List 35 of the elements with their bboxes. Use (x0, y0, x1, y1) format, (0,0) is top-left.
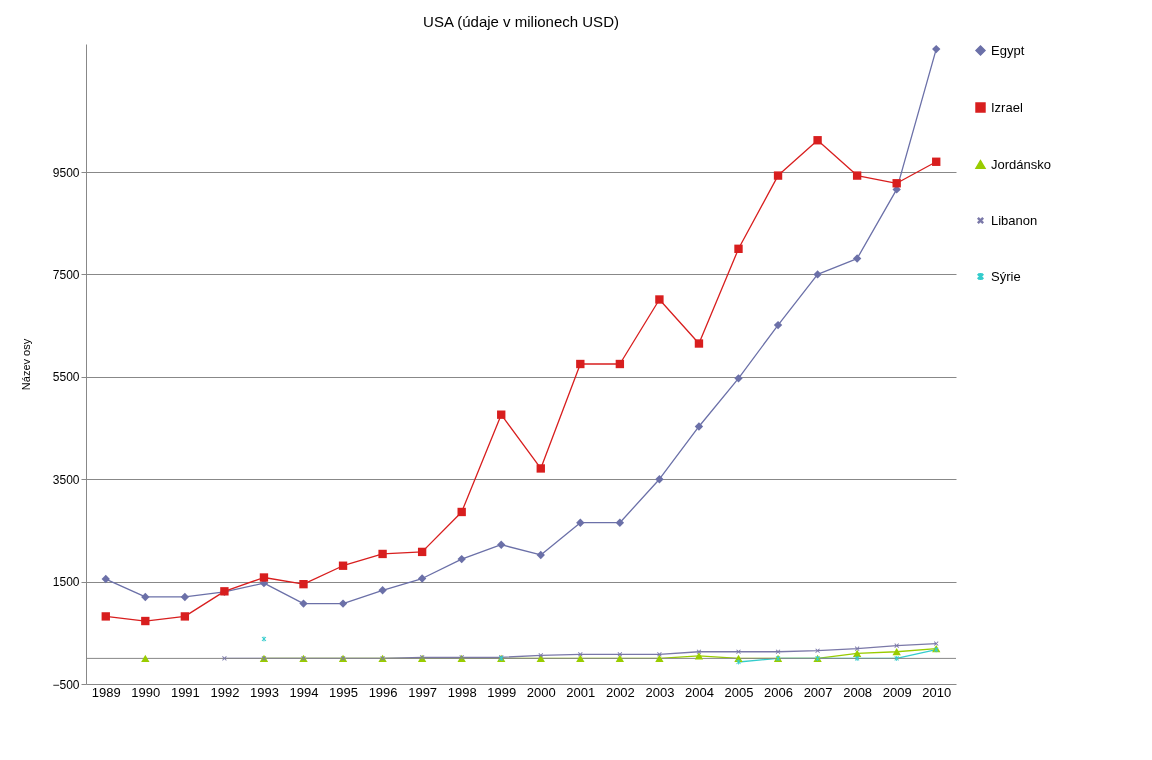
x-tick-label: 1990 (131, 684, 161, 700)
x-tick-label: 1993 (249, 684, 279, 700)
x-tick-label: 1991 (170, 684, 200, 700)
x-tick-label: 2002 (605, 684, 635, 700)
legend-label: Izrael (991, 99, 1023, 115)
y-tick-label: 9500 (52, 165, 80, 180)
x-tick-label: 2001 (566, 684, 596, 700)
x-tick-label: 1998 (447, 684, 477, 700)
y-axis-title: Název osy (20, 338, 33, 391)
x-tick-label: 1999 (487, 684, 517, 700)
y-tick-label: 5500 (52, 370, 80, 385)
y-tick-label: 3500 (52, 472, 80, 487)
y-tick-label: −500 (52, 677, 80, 692)
x-tick-label: 2005 (724, 684, 754, 700)
chart-title: USA (údaje v milionech USD) (423, 13, 619, 30)
x-tick-label: 2007 (803, 684, 833, 700)
x-tick-label: 1996 (368, 684, 398, 700)
y-tick-label: 1500 (52, 575, 80, 590)
legend-label: Sýrie (991, 268, 1021, 284)
x-tick-label: 2003 (645, 684, 675, 700)
x-tick-label: 1995 (329, 684, 359, 700)
x-tick-label: 1994 (289, 684, 319, 700)
x-tick-label: 2000 (526, 684, 556, 700)
x-tick-label: 2009 (882, 684, 912, 700)
legend-label: Jordánsko (991, 156, 1051, 172)
x-tick-label: 2010 (922, 684, 952, 700)
legend-label: Egypt (991, 42, 1025, 58)
x-tick-label: 1992 (210, 684, 240, 700)
x-tick-label: 2008 (843, 684, 873, 700)
x-tick-label: 2006 (764, 684, 794, 700)
x-tick-label: 2004 (684, 684, 714, 700)
legend-label: Libanon (991, 212, 1038, 228)
x-tick-label: 1997 (408, 684, 438, 700)
x-tick-label: 1989 (91, 684, 121, 700)
y-tick-label: 7500 (52, 267, 80, 282)
